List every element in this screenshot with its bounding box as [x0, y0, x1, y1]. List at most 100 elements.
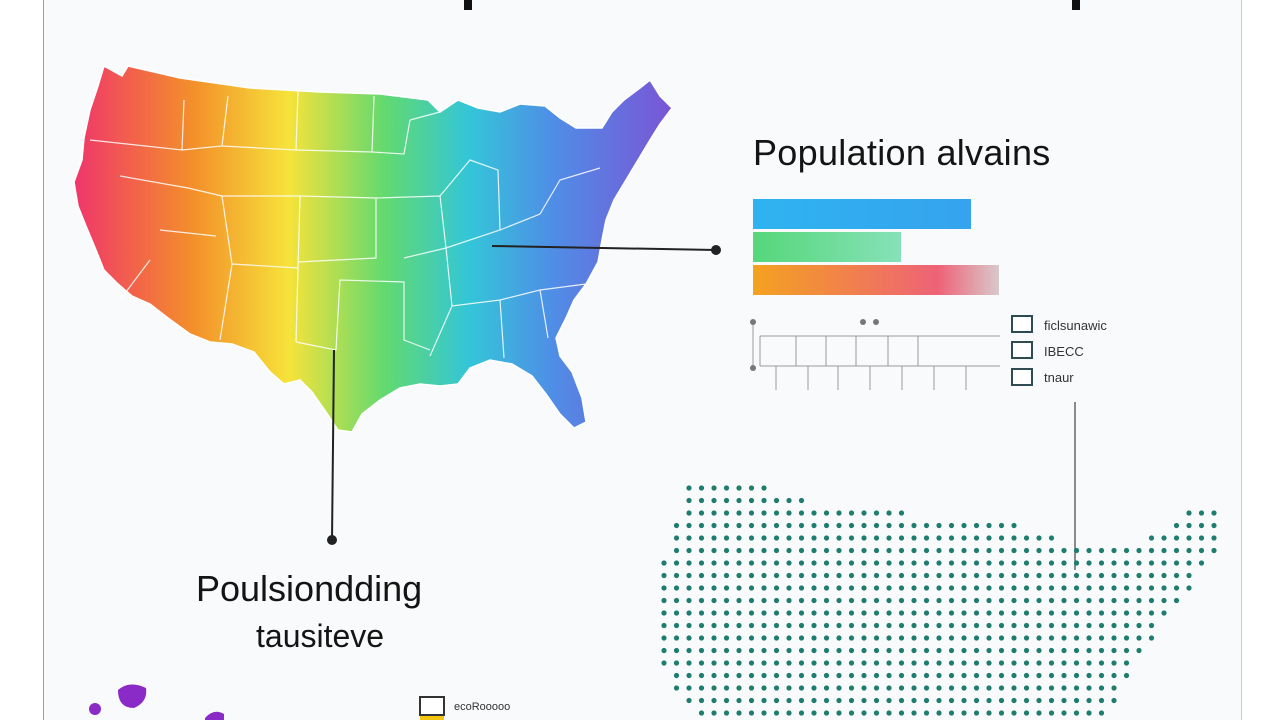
map-dot	[861, 672, 867, 679]
map-dot	[1173, 585, 1180, 591]
map-dot	[873, 572, 880, 579]
map-dot	[686, 522, 692, 529]
map-dot	[873, 660, 880, 666]
map-dot	[1111, 585, 1117, 591]
map-dot	[1211, 510, 1217, 516]
map-dot	[1173, 572, 1180, 579]
map-dot	[773, 697, 780, 704]
map-dot	[798, 610, 805, 616]
map-dot	[1098, 685, 1105, 691]
map-dot	[1086, 560, 1092, 566]
map-dot	[923, 685, 930, 691]
map-dot	[711, 597, 717, 604]
map-dot	[1161, 535, 1167, 541]
map-dot	[711, 497, 717, 504]
map-dot	[948, 710, 955, 716]
map-dot	[698, 572, 705, 579]
map-dot	[761, 647, 767, 654]
map-dot	[1036, 622, 1042, 629]
map-dot	[748, 597, 755, 604]
map-dot	[873, 560, 880, 566]
map-dot	[873, 697, 880, 704]
population-bars	[753, 199, 999, 295]
legend-swatch-2	[1011, 341, 1033, 359]
map-dot	[1061, 597, 1067, 604]
map-dot	[898, 647, 905, 654]
map-dot	[711, 647, 717, 654]
map-dot	[986, 572, 992, 579]
map-dot	[711, 485, 717, 491]
map-dot	[1011, 560, 1017, 566]
map-dot	[736, 710, 742, 716]
map-dot	[723, 660, 730, 666]
map-dot	[1098, 622, 1105, 629]
map-dot	[886, 572, 892, 579]
map-dot	[1023, 660, 1030, 666]
map-dot	[1061, 585, 1067, 591]
map-dot	[873, 610, 880, 616]
map-dot	[1086, 635, 1092, 641]
map-dot	[736, 547, 742, 554]
map-dot	[1173, 597, 1180, 604]
map-dot	[761, 597, 767, 604]
map-dot	[1136, 610, 1142, 616]
map-dot	[911, 522, 917, 529]
map-dot	[1011, 647, 1017, 654]
map-dot	[1036, 660, 1042, 666]
map-dot	[986, 522, 992, 529]
map-dot	[948, 560, 955, 566]
map-dot	[823, 535, 830, 541]
map-dot	[1173, 522, 1180, 529]
map-dot	[748, 622, 755, 629]
map-dot	[761, 585, 767, 591]
map-dot	[836, 622, 842, 629]
map-dot	[1123, 647, 1130, 654]
map-dot	[711, 522, 717, 529]
map-dot	[1048, 597, 1055, 604]
bottom-legend	[419, 696, 445, 720]
map-dot	[786, 622, 792, 629]
map-dot	[923, 610, 930, 616]
legend-label-3: tnaur	[1044, 370, 1074, 385]
map-dot	[1198, 547, 1205, 554]
map-dot	[1086, 672, 1092, 679]
map-dot	[686, 572, 692, 579]
map-dot	[773, 522, 780, 529]
map-dot	[1173, 560, 1180, 566]
map-dot	[1061, 622, 1067, 629]
map-dot	[1011, 522, 1017, 529]
map-dot	[1011, 572, 1017, 579]
map-dot	[698, 497, 705, 504]
map-dot	[998, 535, 1005, 541]
map-dot	[1161, 610, 1167, 616]
map-dot	[1186, 522, 1192, 529]
map-dot	[1073, 647, 1080, 654]
map-dot	[723, 647, 730, 654]
map-dot	[861, 610, 867, 616]
map-dot	[836, 522, 842, 529]
map-dot	[711, 660, 717, 666]
map-dot	[661, 572, 667, 579]
map-dot	[1011, 660, 1017, 666]
map-dot	[811, 522, 817, 529]
map-dot	[1161, 572, 1167, 579]
map-dot	[923, 635, 930, 641]
map-dot	[1023, 610, 1030, 616]
map-dot	[961, 610, 967, 616]
map-dot	[986, 585, 992, 591]
map-dot	[961, 560, 967, 566]
map-dot	[761, 522, 767, 529]
map-dot	[998, 522, 1005, 529]
map-dot	[986, 535, 992, 541]
map-dot	[1036, 560, 1042, 566]
map-dot	[686, 685, 692, 691]
map-dot	[948, 572, 955, 579]
map-dot	[1123, 635, 1130, 641]
map-dot	[1123, 672, 1130, 679]
map-dot	[998, 685, 1005, 691]
map-dot	[748, 660, 755, 666]
map-dot	[798, 685, 805, 691]
map-dot	[773, 622, 780, 629]
map-dot	[861, 647, 867, 654]
